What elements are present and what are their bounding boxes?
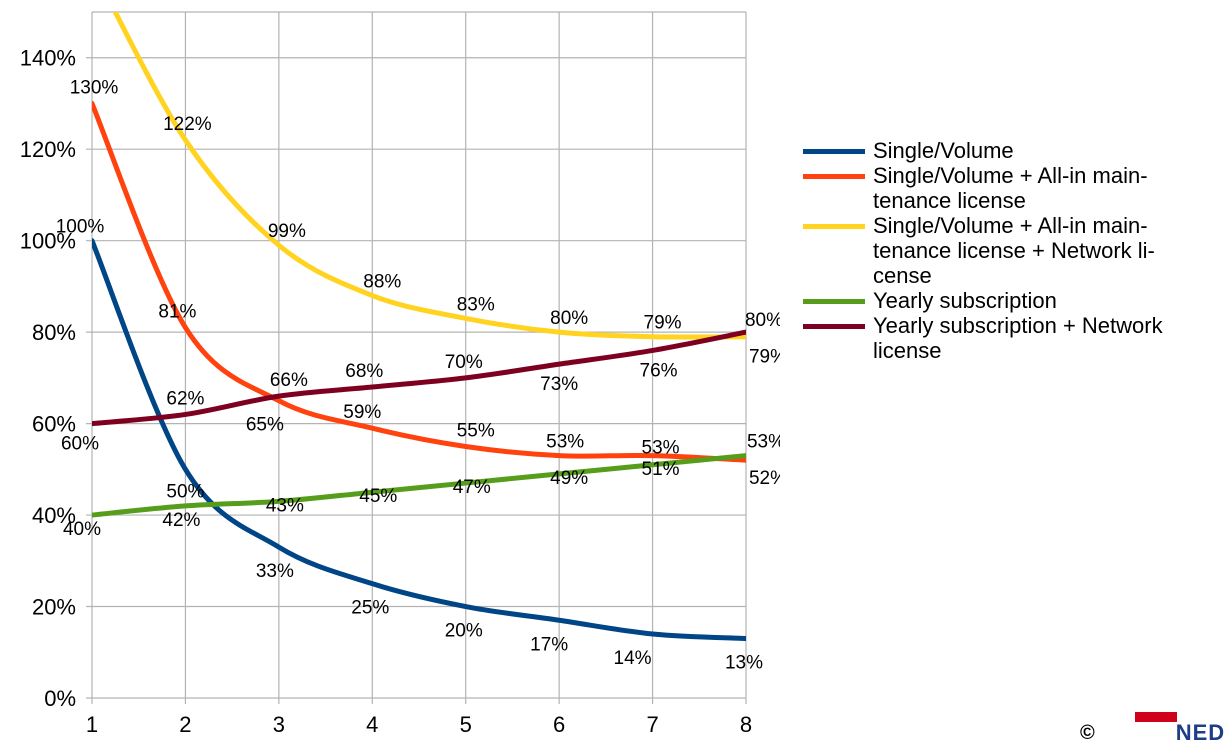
y-tick-label: 120% bbox=[20, 137, 76, 162]
data-label: 80% bbox=[550, 308, 588, 329]
data-label: 65% bbox=[246, 415, 284, 436]
data-label: 13% bbox=[725, 653, 763, 674]
copyright-symbol: © bbox=[1080, 722, 1095, 744]
data-label: 53% bbox=[546, 432, 584, 453]
data-label: 33% bbox=[256, 561, 294, 582]
data-label: 68% bbox=[345, 361, 383, 382]
legend-item: Yearly subscription bbox=[803, 288, 1223, 313]
legend-swatch bbox=[803, 299, 865, 304]
line-chart: 1 2 3 4 5 6 7 80%20%40%60%80%100%120%140%100%50… bbox=[20, 11, 780, 737]
data-label: 47% bbox=[453, 477, 491, 498]
series-line bbox=[92, 329, 746, 427]
legend-label: Single/Volume + All-in main- tenance lic… bbox=[873, 163, 1148, 213]
x-tick-label: 6 bbox=[553, 712, 565, 737]
data-label: 130% bbox=[70, 77, 119, 98]
data-label: 99% bbox=[268, 221, 306, 242]
legend: Single/Volume Single/Volume + All-in main… bbox=[803, 138, 1223, 363]
data-label: 49% bbox=[550, 468, 588, 489]
data-label: 88% bbox=[363, 272, 401, 293]
x-tick-label: 2 bbox=[179, 712, 191, 737]
logo-red-bar bbox=[1134, 712, 1177, 722]
data-label: 20% bbox=[445, 621, 483, 642]
x-tick-label: 7 bbox=[646, 712, 658, 737]
data-label: 55% bbox=[457, 420, 495, 441]
legend-item: Single/Volume + All-in main- tenance lic… bbox=[803, 213, 1223, 288]
legend-label: Single/Volume bbox=[873, 138, 1014, 163]
legend-label: Yearly subscription bbox=[873, 288, 1057, 313]
legend-item: Single/Volume + All-in main- tenance lic… bbox=[803, 163, 1223, 213]
legend-swatch bbox=[803, 324, 865, 329]
data-label: 80% bbox=[745, 310, 780, 331]
series-line bbox=[92, 100, 746, 463]
data-label: 100% bbox=[56, 217, 105, 238]
data-label: 81% bbox=[158, 302, 196, 323]
legend-swatch bbox=[803, 174, 865, 179]
data-label: 73% bbox=[540, 374, 578, 395]
y-tick-label: 140% bbox=[20, 46, 76, 71]
series-line bbox=[92, 453, 746, 518]
series-line bbox=[112, 12, 746, 340]
data-label: 59% bbox=[343, 402, 381, 423]
data-label: 25% bbox=[351, 598, 389, 619]
legend-label: Yearly subscription + Network license bbox=[873, 313, 1163, 363]
x-tick-label: 8 bbox=[740, 712, 752, 737]
data-label: 76% bbox=[640, 360, 678, 381]
nedc-logo: NEDC bbox=[1103, 712, 1225, 745]
x-tick-label: 4 bbox=[366, 712, 378, 737]
data-label: 50% bbox=[166, 481, 204, 502]
data-label: 53% bbox=[642, 438, 680, 459]
data-label: 45% bbox=[359, 486, 397, 507]
data-label: 43% bbox=[266, 495, 304, 516]
data-label: 60% bbox=[61, 434, 99, 455]
data-label: 122% bbox=[163, 114, 212, 135]
legend-swatch bbox=[803, 224, 865, 229]
copyright-logo: © NEDC bbox=[1080, 712, 1225, 745]
data-label: 62% bbox=[166, 388, 204, 409]
y-tick-label: 0% bbox=[44, 686, 76, 711]
x-tick-label: 1 bbox=[86, 712, 98, 737]
data-label: 83% bbox=[457, 294, 495, 315]
data-label: 17% bbox=[530, 634, 568, 655]
y-tick-label: 60% bbox=[32, 412, 76, 437]
data-label: 14% bbox=[614, 648, 652, 669]
y-tick-label: 40% bbox=[32, 503, 76, 528]
y-tick-label: 20% bbox=[32, 595, 76, 620]
data-label: 79% bbox=[749, 347, 780, 368]
data-label: 66% bbox=[270, 370, 308, 391]
data-label: 53% bbox=[747, 432, 780, 453]
data-label: 70% bbox=[445, 352, 483, 373]
x-tick-label: 3 bbox=[273, 712, 285, 737]
y-tick-label: 100% bbox=[20, 229, 76, 254]
legend-label: Single/Volume + All-in main- tenance lic… bbox=[873, 213, 1155, 288]
data-label: 42% bbox=[162, 510, 200, 531]
series-line bbox=[92, 238, 746, 642]
data-label: 40% bbox=[63, 519, 101, 540]
x-tick-label: 5 bbox=[460, 712, 472, 737]
data-label: 79% bbox=[644, 313, 682, 334]
legend-item: Single/Volume bbox=[803, 138, 1223, 163]
legend-item: Yearly subscription + Network license bbox=[803, 313, 1223, 363]
legend-swatch bbox=[803, 149, 865, 154]
logo-text: NEDC bbox=[1175, 720, 1225, 745]
data-label: 51% bbox=[642, 459, 680, 480]
data-label: 52% bbox=[749, 468, 780, 489]
y-tick-label: 80% bbox=[32, 320, 76, 345]
